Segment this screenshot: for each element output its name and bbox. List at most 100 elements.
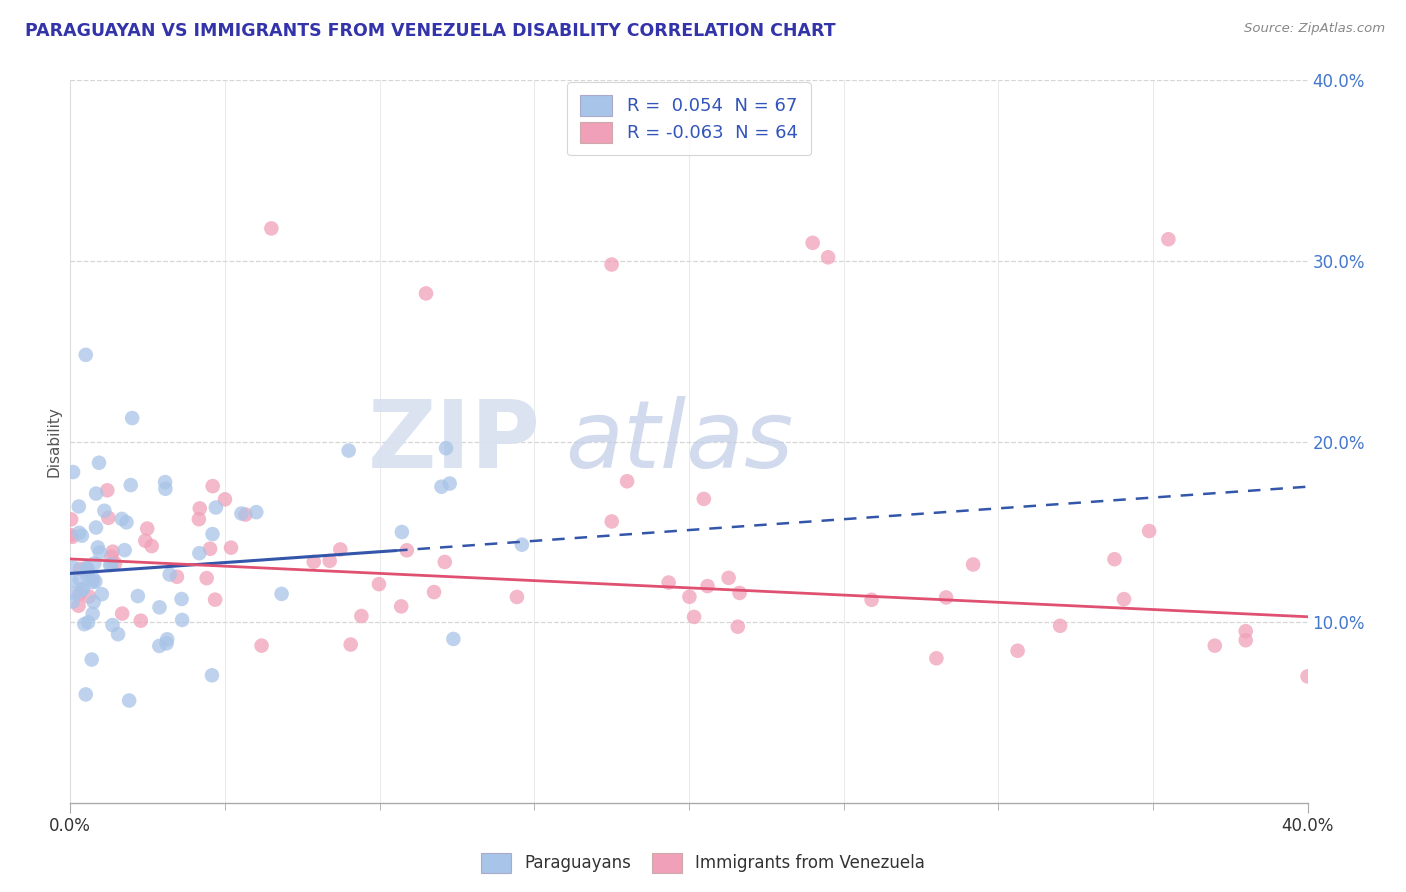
Point: [433, 555, 456, 569]
Point: [198, 541, 221, 556]
Point: [90, 587, 112, 601]
Point: [83, 595, 105, 609]
Point: [250, 639, 273, 653]
Point: [1157, 232, 1180, 246]
Point: [159, 567, 181, 582]
Point: [62, 594, 84, 608]
Point: [82, 607, 104, 621]
Point: [337, 443, 360, 458]
Point: [82, 572, 104, 586]
Point: [678, 590, 700, 604]
Point: [389, 599, 412, 614]
Point: [155, 482, 177, 496]
Point: [141, 539, 163, 553]
Point: [76, 561, 98, 575]
Point: [962, 558, 984, 572]
Point: [80, 652, 103, 666]
Point: [100, 549, 122, 564]
Legend: R =  0.054  N = 67, R = -0.063  N = 64: R = 0.054 N = 67, R = -0.063 N = 64: [568, 82, 810, 155]
Point: [204, 592, 226, 607]
Point: [77, 590, 100, 604]
Point: [441, 632, 464, 646]
Point: [339, 638, 361, 652]
Y-axis label: Disability: Disability: [46, 406, 62, 477]
Point: [683, 610, 706, 624]
Point: [616, 475, 638, 489]
Point: [434, 441, 457, 455]
Point: [166, 570, 188, 584]
Point: [100, 558, 122, 572]
Point: [1049, 619, 1071, 633]
Point: [717, 571, 740, 585]
Point: [350, 609, 373, 624]
Point: [391, 524, 413, 539]
Point: [84, 574, 107, 589]
Point: [75, 561, 97, 575]
Point: [1007, 644, 1029, 658]
Point: [195, 571, 218, 585]
Point: [1137, 524, 1160, 538]
Point: [59, 528, 82, 542]
Point: [817, 250, 839, 264]
Point: [235, 508, 257, 522]
Point: [67, 599, 90, 613]
Point: [696, 579, 718, 593]
Point: [156, 632, 179, 647]
Point: [98, 558, 121, 573]
Point: [101, 618, 124, 632]
Point: [148, 600, 170, 615]
Point: [270, 587, 292, 601]
Point: [1104, 552, 1126, 566]
Point: [60, 530, 83, 544]
Point: [925, 651, 948, 665]
Point: [801, 235, 824, 250]
Point: [201, 479, 224, 493]
Text: atlas: atlas: [565, 396, 793, 487]
Point: [430, 480, 453, 494]
Point: [93, 504, 115, 518]
Point: [120, 478, 142, 492]
Point: [87, 541, 110, 555]
Point: [318, 554, 340, 568]
Point: [87, 456, 110, 470]
Point: [96, 483, 118, 498]
Point: [69, 562, 91, 576]
Point: [70, 529, 93, 543]
Point: [114, 543, 136, 558]
Point: [65, 586, 87, 600]
Point: [104, 557, 127, 571]
Text: PARAGUAYAN VS IMMIGRANTS FROM VENEZUELA DISABILITY CORRELATION CHART: PARAGUAYAN VS IMMIGRANTS FROM VENEZUELA …: [25, 22, 837, 40]
Point: [727, 620, 749, 634]
Point: [60, 512, 83, 526]
Point: [1204, 639, 1226, 653]
Point: [73, 617, 96, 632]
Point: [935, 591, 957, 605]
Point: [1296, 669, 1319, 683]
Point: [219, 541, 242, 555]
Legend: Paraguayans, Immigrants from Venezuela: Paraguayans, Immigrants from Venezuela: [475, 847, 931, 880]
Point: [67, 525, 90, 540]
Point: [201, 668, 224, 682]
Point: [101, 544, 124, 558]
Point: [69, 573, 91, 587]
Point: [693, 491, 716, 506]
Point: [60, 574, 83, 588]
Point: [214, 492, 236, 507]
Point: [136, 522, 159, 536]
Point: [600, 515, 623, 529]
Point: [84, 486, 107, 500]
Point: [506, 590, 529, 604]
Point: [62, 560, 84, 574]
Point: [329, 542, 352, 557]
Point: [84, 520, 107, 534]
Point: [118, 693, 141, 707]
Point: [115, 516, 138, 530]
Point: [245, 505, 267, 519]
Point: [83, 557, 105, 571]
Point: [860, 592, 883, 607]
Point: [72, 582, 94, 597]
Point: [1234, 624, 1257, 639]
Text: ZIP: ZIP: [367, 395, 540, 488]
Point: [201, 527, 224, 541]
Point: [89, 545, 111, 559]
